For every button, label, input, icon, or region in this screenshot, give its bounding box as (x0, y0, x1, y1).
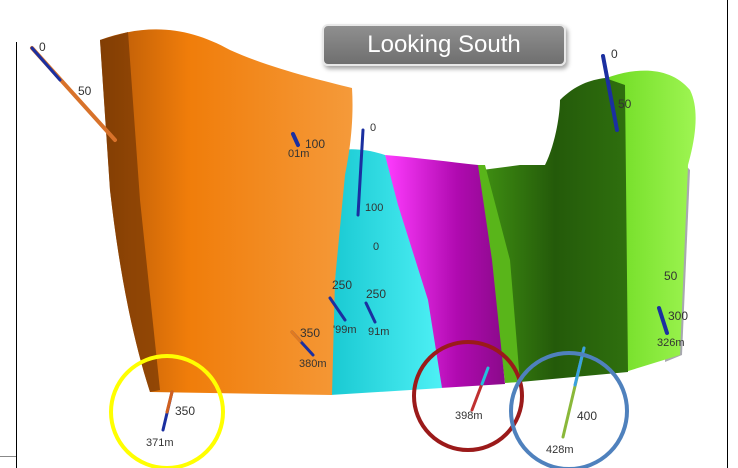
label-hole7-350: 350 (175, 404, 195, 418)
drillhole-3[interactable] (356, 128, 365, 217)
label-hole10-50: 50 (618, 97, 632, 111)
drillhole-2[interactable] (291, 132, 300, 147)
view-title-banner: Looking South (322, 24, 566, 66)
label-hole7-end: 371m (146, 437, 174, 449)
label-hole9-end: 428m (546, 444, 574, 456)
highlight-circle-yellow (109, 354, 225, 468)
frame-right-border (727, 0, 728, 468)
dark-green-rock-unit (482, 78, 628, 382)
depth-labels: 0 50 100 01m 0 100 0 250 '99m 250 91m 35… (39, 40, 688, 456)
label-hole2-end: 01m (288, 148, 309, 160)
label-hole6-end: 380m (299, 358, 327, 370)
drillhole-4[interactable] (328, 296, 347, 322)
label-hole11-300: 300 (668, 309, 688, 323)
label-hole4-250: 250 (332, 278, 352, 292)
label-hole11-end: 326m (657, 337, 685, 349)
label-hole6-350: 350 (300, 326, 320, 340)
label-hole3-top: 0 (370, 122, 376, 134)
label-hole1-50: 50 (78, 84, 92, 98)
orange-shadow-face (100, 32, 160, 392)
drillhole-10[interactable] (601, 54, 619, 132)
orange-rock-unit (100, 29, 353, 395)
label-hole5-250: 250 (366, 287, 386, 301)
drillhole-11[interactable] (657, 306, 669, 335)
label-hole10-top: 0 (611, 47, 618, 61)
label-hole3-100: 100 (365, 202, 383, 214)
drillholes (30, 46, 669, 439)
label-hole2-100: 100 (305, 137, 325, 151)
label-hole8-end: 398m (455, 410, 483, 422)
label-hole11-250: 50 (664, 269, 678, 283)
label-hole4-end: '99m (333, 324, 357, 336)
drillhole-5[interactable] (364, 301, 377, 324)
label-hole5-end: 91m (368, 326, 389, 338)
highlight-circle-red (412, 340, 524, 452)
frame-left-notch (0, 456, 16, 457)
label-hole1-top: 0 (39, 40, 46, 54)
frame-left-border (16, 42, 17, 468)
highlight-circle-blue (509, 351, 629, 468)
label-hole3-mid: 0 (373, 241, 379, 253)
magenta-rock-unit (385, 155, 505, 388)
label-hole9-400: 400 (577, 409, 597, 423)
